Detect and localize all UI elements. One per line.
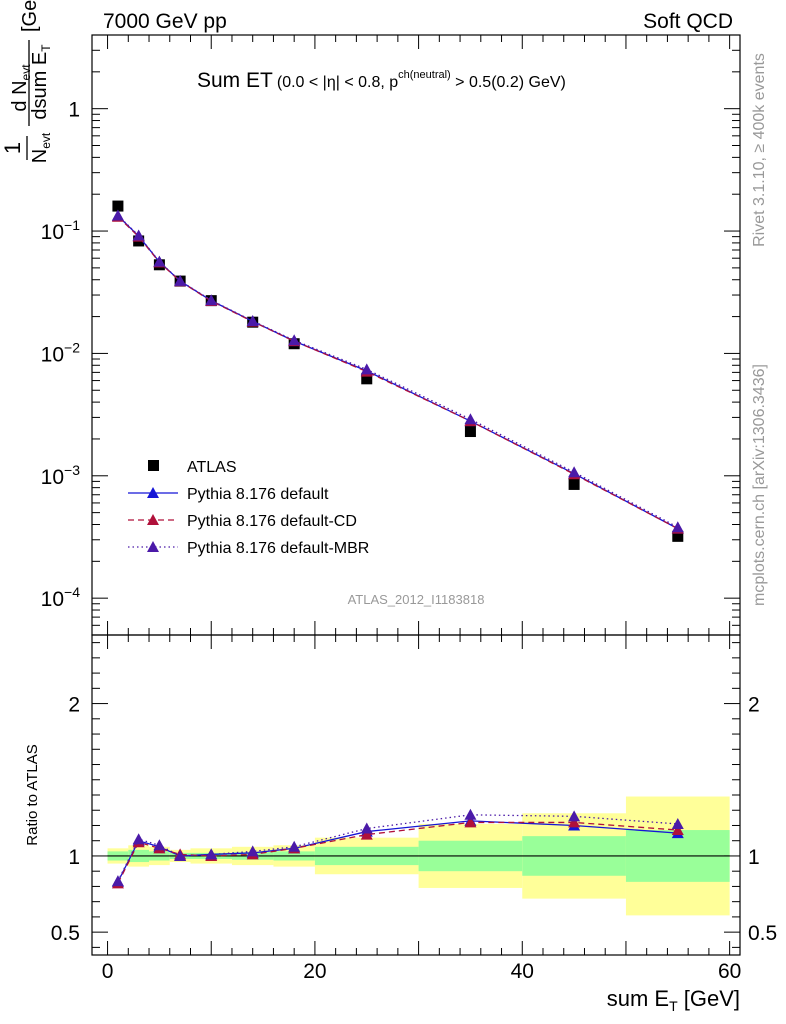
data-point — [361, 373, 373, 385]
legend-marker — [147, 541, 159, 552]
series-pythia-8-176-default-mbr — [111, 209, 684, 533]
legend-label: Pythia 8.176 default-CD — [187, 513, 357, 530]
main-panel: 1 10−1 10−2 10−3 10−4 Sum ET (0.0 < |η| < 0.8… — [0, 0, 741, 636]
data-point — [246, 315, 259, 327]
data-point — [568, 478, 580, 490]
series-line — [117, 215, 679, 530]
data-point — [174, 274, 187, 286]
ylabel-unit: [GeV-1] — [16, 0, 41, 32]
ratio-point — [205, 848, 218, 860]
ratio-point — [464, 808, 477, 820]
main-title-sup: ch(neutral) — [398, 69, 451, 81]
ratio-point — [360, 822, 373, 834]
legend: ATLAS Pythia 8.176 default Pythia 8.176 de… — [128, 459, 369, 557]
main-title-detail: (0.0 < |η| < 0.8, p — [277, 74, 398, 91]
ratio-series-pythia-8-176-default-mbr — [111, 808, 684, 887]
ratio-point — [568, 816, 581, 828]
ratio-point — [360, 828, 373, 840]
data-point — [112, 200, 124, 212]
header-right: Soft QCD — [643, 10, 733, 33]
data-point — [111, 209, 124, 221]
main-title-tail: > 0.5(0.2) GeV) — [451, 74, 566, 91]
main-ylabel: 1 Nevt d Nevt dsum ET [GeV-1] — [0, 0, 53, 163]
ratio-point — [111, 875, 124, 887]
x-tick-label: 40 — [511, 960, 534, 983]
legend-entry: Pythia 8.176 default — [128, 486, 329, 503]
legend-label: ATLAS — [187, 459, 237, 476]
analysis-label: ATLAS_2012_I1183818 — [348, 592, 485, 607]
legend-label: Pythia 8.176 default — [187, 486, 329, 503]
data-point — [153, 255, 166, 267]
rivet-label: Rivet 3.1.10, ≥ 400k events — [751, 53, 768, 247]
ratio-y-tick-label: 0.5 — [51, 922, 80, 945]
ratio-y-tick-label: 1 — [68, 846, 80, 869]
x-tick-label: 0 — [102, 960, 114, 983]
main-title: Sum ET (0.0 < |η| < 0.8, pch(neutral) > 0… — [197, 69, 566, 92]
y-tick-label: 10−2 — [41, 339, 81, 366]
x-tick-label: 20 — [303, 960, 326, 983]
mcplots-label: mcplots.cern.ch [arXiv:1306.3436] — [751, 364, 768, 606]
ratio-y-tick-label: 2 — [68, 694, 80, 717]
ratio-y-tick-label-right: 2 — [748, 694, 760, 717]
ratio-panel: 0.5 0.51 12 20 20 40 60 Ratio to ATLAS sum ET … — [24, 634, 777, 1014]
series-line — [117, 216, 679, 530]
ratio-point — [671, 817, 684, 829]
header-left: 7000 GeV pp — [103, 10, 227, 33]
data-point — [360, 363, 373, 375]
ratio-point — [568, 810, 581, 822]
ratio-xlabel: sum ET [GeV] — [607, 986, 740, 1014]
ylabel-n: Nevt — [29, 132, 53, 163]
legend-marker — [147, 487, 159, 498]
data-point — [568, 466, 581, 478]
ratio-point — [464, 816, 477, 828]
main-title-name: Sum ET — [197, 69, 273, 92]
data-point — [671, 521, 684, 533]
data-point — [205, 294, 218, 306]
legend-entry: ATLAS — [148, 459, 237, 476]
data-point — [672, 530, 684, 542]
data-point — [464, 413, 477, 425]
data-point — [464, 426, 476, 438]
y-tick-label: 10−4 — [41, 584, 81, 611]
legend-label: Pythia 8.176 default-MBR — [187, 540, 369, 557]
series-line — [117, 215, 679, 528]
data-point — [132, 229, 145, 241]
ratio-point — [132, 833, 145, 845]
legend-marker — [148, 460, 159, 471]
ratio-point — [174, 849, 187, 861]
ratio-ylabel: Ratio to ATLAS — [24, 744, 41, 845]
legend-entry: Pythia 8.176 default-MBR — [128, 540, 369, 557]
legend-entry: Pythia 8.176 default-CD — [128, 513, 357, 530]
ratio-y-tick-label-right: 0.5 — [748, 922, 777, 945]
ylabel-den: dsum ET — [29, 44, 53, 120]
ratio-point — [288, 840, 301, 852]
data-point — [288, 334, 301, 346]
y-tick-label: 1 — [68, 99, 80, 122]
ratio-point — [246, 845, 259, 857]
ratio-point — [153, 839, 166, 851]
y-tick-label: 10−1 — [41, 217, 81, 244]
y-tick-label: 10−3 — [41, 462, 81, 489]
ylabel-one: 1 — [0, 142, 25, 154]
ratio-y-tick-label-right: 1 — [748, 846, 760, 869]
legend-marker — [147, 514, 159, 525]
ratio-point — [671, 824, 684, 836]
x-tick-label: 60 — [718, 960, 741, 983]
